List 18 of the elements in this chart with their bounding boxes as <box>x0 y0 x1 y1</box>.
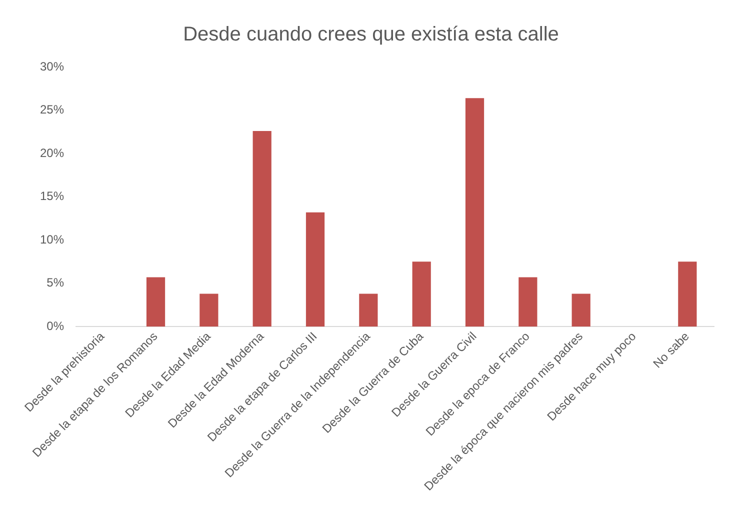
bar <box>359 294 378 327</box>
bar <box>572 294 590 327</box>
y-tick-label: 10% <box>40 232 64 246</box>
y-tick-label: 25% <box>40 102 64 117</box>
bar <box>412 262 431 327</box>
y-tick-label: 0% <box>46 318 64 333</box>
chart-title: Desde cuando crees que existía esta calle <box>183 24 559 46</box>
bar <box>146 277 166 327</box>
bar <box>200 294 218 327</box>
y-tick-label: 20% <box>40 146 64 160</box>
bar <box>465 98 484 327</box>
bar <box>252 131 272 327</box>
y-tick-label: 15% <box>40 189 64 204</box>
bar <box>678 262 697 327</box>
y-tick-label: 30% <box>40 59 64 74</box>
bar <box>518 277 538 327</box>
y-tick-label: 5% <box>46 276 64 290</box>
bar <box>306 212 325 327</box>
